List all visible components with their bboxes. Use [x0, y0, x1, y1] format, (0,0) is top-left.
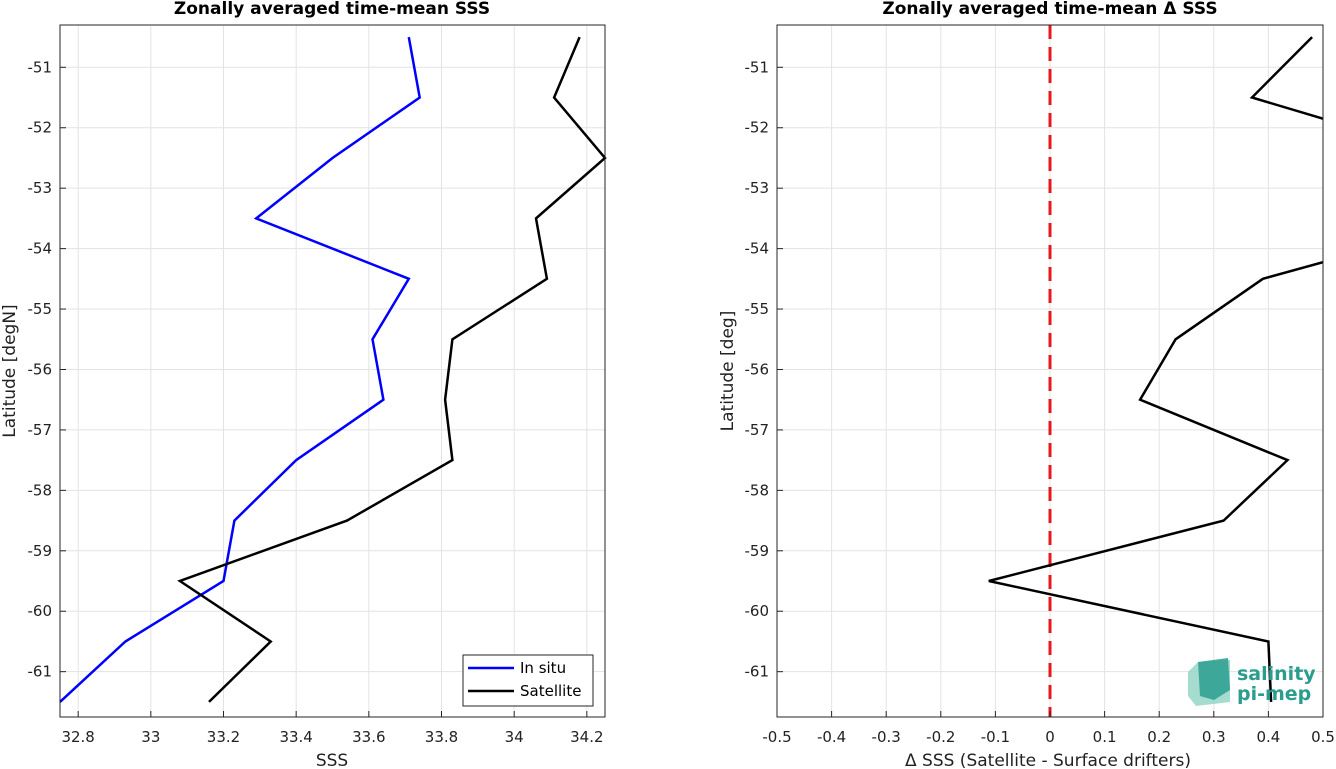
left-y-axis-label: Latitude [degN] — [0, 304, 20, 437]
right-y-ticks: -61 -60 -59 -58 -57 -56 -55 -54 -53 -52 -51 — [745, 58, 783, 681]
y-tick-label: -57 — [28, 421, 53, 439]
satellite-line — [177, 36, 607, 703]
y-tick-label: -52 — [28, 119, 53, 137]
y-tick-label: -56 — [28, 360, 53, 378]
x-tick-label: 0.1 — [1093, 728, 1117, 746]
x-tick-label: 34 — [505, 728, 524, 746]
legend: In situ Satellite — [462, 654, 594, 707]
left-panel: Zonally averaged time-mean SSS 32.8 33 33.… — [0, 0, 607, 769]
x-tick-label: 0.5 — [1311, 728, 1335, 746]
x-tick-label: -0.5 — [762, 728, 791, 746]
y-tick-label: -60 — [28, 602, 53, 620]
left-x-axis-label: SSS — [316, 751, 348, 769]
right-y-axis-label: Latitude [deg] — [718, 311, 738, 432]
y-tick-label: -53 — [28, 179, 53, 197]
y-tick-label: -53 — [745, 179, 770, 197]
y-tick-label: -51 — [28, 58, 53, 76]
x-tick-label: 33.8 — [425, 728, 458, 746]
x-tick-label: 0 — [1045, 728, 1055, 746]
y-tick-label: -56 — [745, 360, 770, 378]
y-tick-label: -59 — [745, 542, 770, 560]
right-x-axis-label: Δ SSS (Satellite - Surface drifters) — [905, 751, 1191, 769]
y-tick-label: -54 — [745, 240, 770, 258]
y-tick-label: -58 — [745, 481, 770, 499]
x-tick-label: -0.2 — [926, 728, 955, 746]
y-tick-label: -51 — [745, 58, 770, 76]
left-chart-title: Zonally averaged time-mean SSS — [174, 0, 490, 19]
x-tick-label: 0.3 — [1202, 728, 1226, 746]
y-tick-label: -58 — [28, 481, 53, 499]
logo-emblem-front — [1198, 658, 1230, 700]
x-tick-label: -0.4 — [817, 728, 846, 746]
logo-text-salinity: salinity — [1237, 663, 1316, 685]
y-tick-label: -59 — [28, 542, 53, 560]
x-tick-label: 33.2 — [207, 728, 240, 746]
left-axes-frame — [59, 24, 606, 718]
x-tick-label: 33.6 — [352, 728, 385, 746]
legend-label-in-situ: In situ — [520, 659, 566, 677]
y-tick-label: -55 — [28, 300, 53, 318]
left-x-ticks: 32.8 33 33.2 33.4 33.6 33.8 34 34.2 — [61, 711, 604, 746]
left-series — [59, 36, 607, 703]
right-series — [988, 36, 1323, 702]
left-grid — [60, 25, 605, 717]
x-tick-label: 34.2 — [570, 728, 603, 746]
logo-text-pi-mep: pi-mep — [1237, 683, 1311, 705]
left-y-ticks: -61 -60 -59 -58 -57 -56 -55 -54 -53 -52 -51 — [28, 58, 66, 681]
right-x-ticks: -0.5 -0.4 -0.3 -0.2 -0.1 0 0.1 0.2 0.3 0.4 0.5 — [762, 711, 1335, 746]
x-tick-label: 33.4 — [279, 728, 312, 746]
x-tick-label: 33 — [141, 728, 160, 746]
y-tick-label: -60 — [745, 602, 770, 620]
right-chart-title: Zonally averaged time-mean Δ SSS — [882, 0, 1217, 19]
salinity-pi-mep-logo: salinity pi-mep — [1188, 658, 1316, 706]
x-tick-label: -0.3 — [872, 728, 901, 746]
y-tick-label: -57 — [745, 421, 770, 439]
y-tick-label: -61 — [745, 663, 770, 681]
right-grid — [776, 25, 1324, 717]
x-tick-label: 32.8 — [61, 728, 94, 746]
legend-label-satellite: Satellite — [520, 682, 581, 700]
right-panel: Zonally averaged time-mean Δ SSS -0.5 -0.… — [718, 0, 1335, 769]
y-tick-label: -55 — [745, 300, 770, 318]
delta-sss-line — [988, 36, 1323, 702]
legend-box — [462, 654, 594, 707]
y-tick-label: -52 — [745, 119, 770, 137]
y-tick-label: -54 — [28, 240, 53, 258]
x-tick-label: -0.1 — [981, 728, 1010, 746]
y-tick-label: -61 — [28, 663, 53, 681]
x-tick-label: 0.2 — [1147, 728, 1171, 746]
in-situ-line — [59, 36, 422, 703]
x-tick-label: 0.4 — [1256, 728, 1280, 746]
